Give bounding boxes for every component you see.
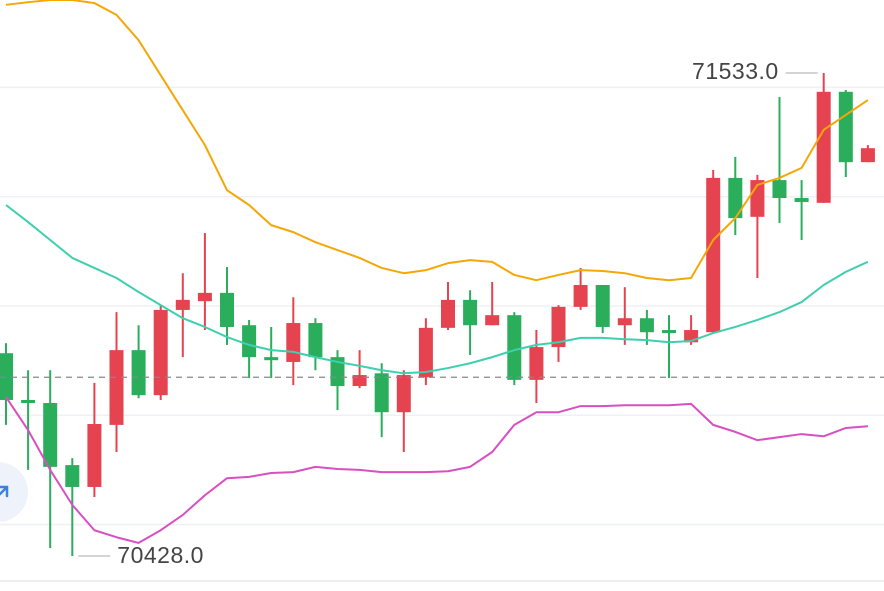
candle-body — [374, 373, 389, 413]
candle-body — [639, 318, 654, 333]
band-line — [5, 0, 869, 282]
band-line — [5, 396, 868, 544]
candle-body — [507, 315, 522, 380]
candle-body — [242, 325, 257, 358]
button-bg[interactable] — [0, 462, 28, 522]
candle-body — [396, 375, 411, 413]
candle-body — [485, 315, 500, 326]
candle-body — [551, 306, 566, 348]
plot: 71533.0 70428.0 — [0, 0, 884, 568]
candle-body — [418, 327, 433, 378]
annotation-label: 71533.0 — [692, 58, 779, 84]
button-icon[interactable] — [0, 485, 9, 500]
candle-body — [662, 330, 676, 334]
candle-body — [352, 375, 367, 386]
candle-body — [441, 299, 455, 328]
candle-body — [860, 148, 875, 163]
candle-body — [529, 347, 544, 380]
trend-button[interactable] — [0, 462, 28, 522]
candle-body — [816, 91, 831, 203]
candle-body — [109, 350, 124, 425]
candle-body — [264, 357, 279, 361]
candle-body — [220, 292, 234, 327]
candle-body — [595, 285, 610, 327]
candle-body — [21, 399, 36, 404]
candle-body — [131, 350, 146, 396]
candle-body — [0, 353, 13, 400]
candle-body — [463, 299, 478, 326]
candle-body — [286, 323, 301, 362]
candle-body — [772, 180, 787, 199]
candle-body — [617, 318, 632, 326]
candle-body — [330, 357, 345, 386]
band-line — [5, 204, 869, 375]
candle-body — [706, 177, 721, 333]
candle-body — [87, 424, 102, 487]
candle-body — [197, 292, 212, 302]
candle-body — [728, 177, 743, 219]
candle-body — [308, 323, 323, 358]
candle-body — [838, 91, 853, 163]
candle-body — [573, 285, 588, 307]
candle-body — [794, 198, 809, 202]
candle-body — [153, 309, 168, 396]
annotation-label: 70428.0 — [117, 542, 204, 568]
candle-body — [175, 299, 190, 310]
candle-body — [65, 465, 80, 487]
candle-body — [43, 403, 58, 467]
